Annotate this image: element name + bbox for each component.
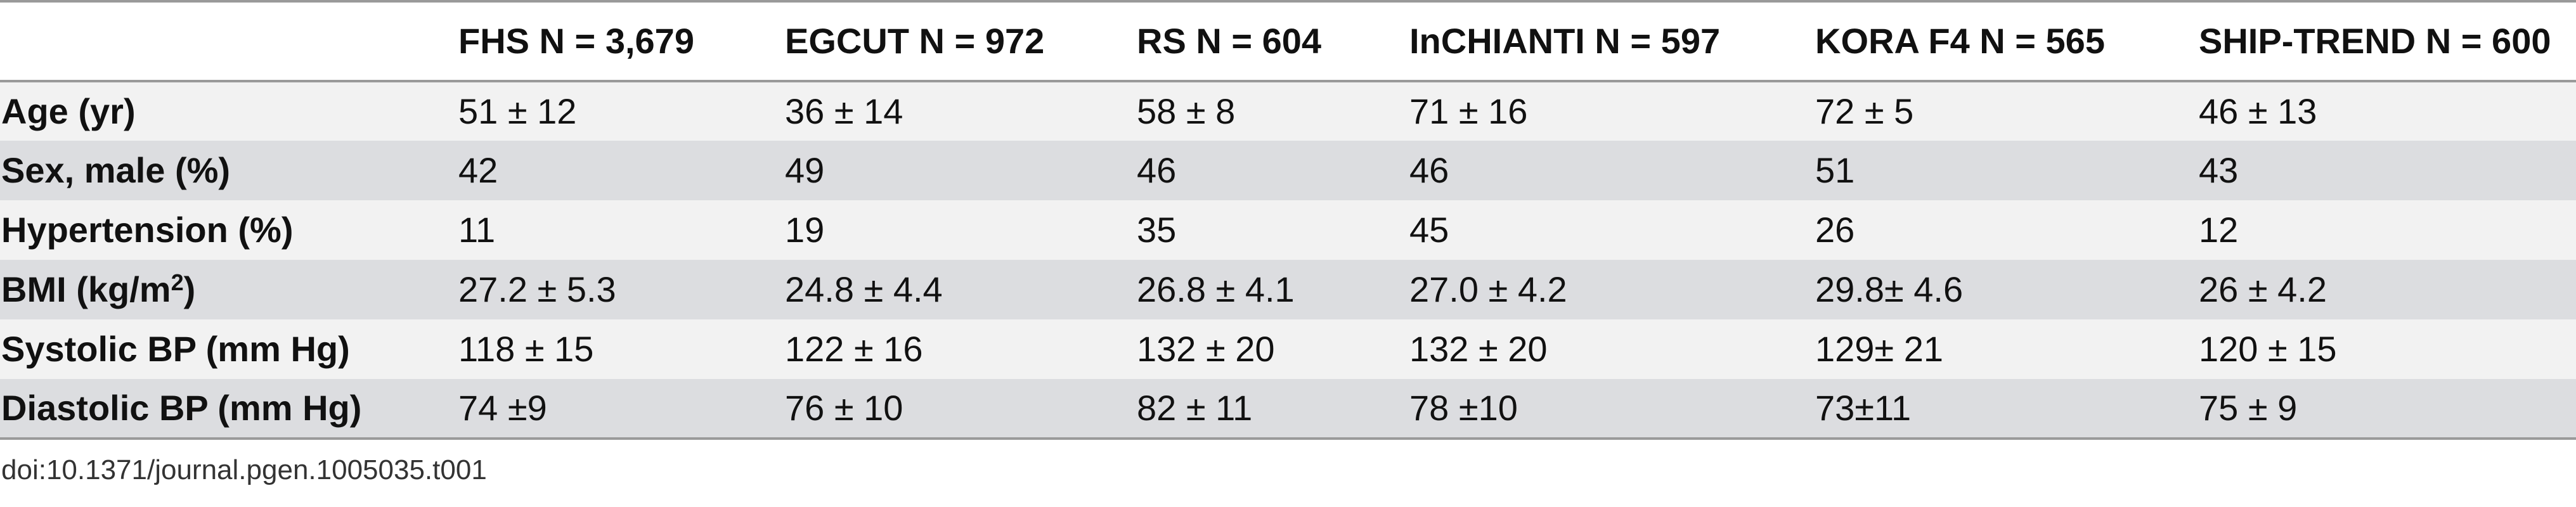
table-row: Age (yr) 51 ± 12 36 ± 14 58 ± 8 71 ± 16 … bbox=[0, 81, 2576, 141]
table-cell: 122 ± 16 bbox=[785, 329, 923, 369]
table-row: Diastolic BP (mm Hg) 74 ±9 76 ± 10 82 ± … bbox=[0, 379, 2576, 440]
table-cell: 36 ± 14 bbox=[785, 91, 903, 131]
table-cell: 58 ± 8 bbox=[1137, 91, 1236, 131]
table-cell: 120 ± 15 bbox=[2199, 329, 2337, 369]
table-cell: 11 bbox=[458, 210, 496, 250]
table-cell: 132 ± 20 bbox=[1137, 329, 1275, 369]
table-cell: 82 ± 11 bbox=[1137, 379, 1409, 440]
table-cell: 27.2 ± 5.3 bbox=[458, 269, 616, 309]
table-cell: 78 ±10 bbox=[1409, 379, 1815, 440]
row-label: BMI (kg/m2) bbox=[1, 269, 196, 309]
table-cell: 72 ± 5 bbox=[1815, 91, 1914, 131]
table-cell: 26 bbox=[1815, 210, 1855, 250]
header-rs: RS N = 604 bbox=[1137, 0, 1409, 82]
row-label: Hypertension (%) bbox=[1, 210, 294, 250]
table-row: BMI (kg/m2) 27.2 ± 5.3 24.8 ± 4.4 26.8 ±… bbox=[0, 260, 2576, 319]
header-egcut: EGCUT N = 972 bbox=[785, 0, 1137, 82]
table-cell: 45 bbox=[1409, 210, 1449, 250]
table-cell: 51 bbox=[1815, 150, 1855, 190]
table-row: Systolic BP (mm Hg) 118 ± 15 122 ± 16 13… bbox=[0, 319, 2576, 379]
table-cell: 51 ± 12 bbox=[458, 91, 577, 131]
row-label: Age (yr) bbox=[1, 91, 136, 131]
table-cell: 129± 21 bbox=[1815, 329, 1944, 369]
table-cell: 43 bbox=[2199, 150, 2239, 190]
row-label: Diastolic BP (mm Hg) bbox=[0, 379, 458, 440]
table-cell: 26 ± 4.2 bbox=[2199, 269, 2327, 309]
table-cell: 75 ± 9 bbox=[2199, 379, 2576, 440]
header-stub bbox=[0, 0, 458, 82]
table-cell: 12 bbox=[2199, 210, 2239, 250]
table-body: Age (yr) 51 ± 12 36 ± 14 58 ± 8 71 ± 16 … bbox=[0, 81, 2576, 440]
table-row: Sex, male (%) 42 49 46 46 51 43 bbox=[0, 141, 2576, 200]
table-container: FHS N = 3,679 EGCUT N = 972 RS N = 604 I… bbox=[0, 0, 2576, 440]
header-fhs: FHS N = 3,679 bbox=[458, 0, 785, 82]
row-label: Sex, male (%) bbox=[1, 150, 231, 190]
table-cell: 46 bbox=[1409, 150, 1449, 190]
table-cell: 73±11 bbox=[1815, 379, 2199, 440]
table-cell: 19 bbox=[785, 210, 825, 250]
table-cell: 74 ±9 bbox=[458, 379, 785, 440]
table-cell: 26.8 ± 4.1 bbox=[1137, 269, 1295, 309]
table-cell: 71 ± 16 bbox=[1409, 91, 1528, 131]
header-ship-trend: SHIP-TREND N = 600 bbox=[2199, 0, 2576, 82]
header-kora-f4: KORA F4 N = 565 bbox=[1815, 0, 2199, 82]
table-cell: 42 bbox=[458, 150, 498, 190]
table-cell: 29.8± 4.6 bbox=[1815, 269, 1964, 309]
table-cell: 35 bbox=[1137, 210, 1177, 250]
table-cell: 27.0 ± 4.2 bbox=[1409, 269, 1567, 309]
table-header: FHS N = 3,679 EGCUT N = 972 RS N = 604 I… bbox=[0, 0, 2576, 82]
table-cell: 118 ± 15 bbox=[458, 329, 594, 369]
table-cell: 76 ± 10 bbox=[785, 379, 1137, 440]
table-cell: 46 bbox=[1137, 150, 1177, 190]
doi-footnote: doi:10.1371/journal.pgen.1005035.t001 bbox=[1, 454, 487, 485]
table-cell: 49 bbox=[785, 150, 825, 190]
cohort-characteristics-table: FHS N = 3,679 EGCUT N = 972 RS N = 604 I… bbox=[0, 0, 2576, 440]
header-row: FHS N = 3,679 EGCUT N = 972 RS N = 604 I… bbox=[0, 0, 2576, 82]
table-cell: 24.8 ± 4.4 bbox=[785, 269, 943, 309]
table-cell: 46 ± 13 bbox=[2199, 91, 2317, 131]
header-inchianti: InCHIANTI N = 597 bbox=[1409, 0, 1815, 82]
table-cell: 132 ± 20 bbox=[1409, 329, 1548, 369]
table-row: Hypertension (%) 11 19 35 45 26 12 bbox=[0, 200, 2576, 260]
row-label: Systolic BP (mm Hg) bbox=[1, 329, 350, 369]
